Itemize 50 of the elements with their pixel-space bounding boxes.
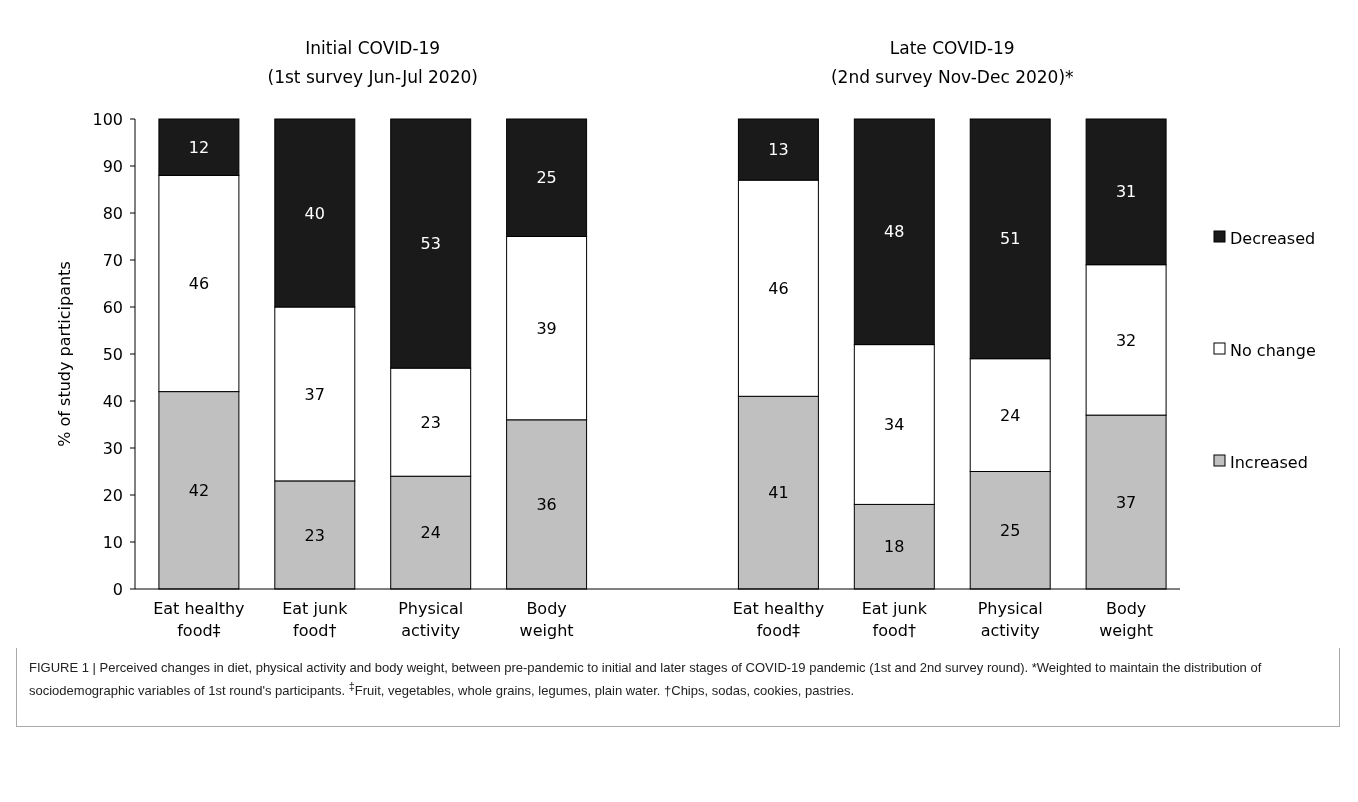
y-tick-label: 90 xyxy=(102,156,123,176)
y-axis-title: % of study participants xyxy=(55,261,74,447)
data-label: 41 xyxy=(768,483,789,503)
data-label: 40 xyxy=(304,203,325,223)
data-label: 48 xyxy=(884,222,905,242)
y-tick-label: 80 xyxy=(102,203,123,223)
x-tick-label: Eat junk food† xyxy=(861,599,928,640)
x-tick-label: Eat junk food† xyxy=(282,599,349,640)
data-label: 39 xyxy=(536,318,557,338)
y-tick-label: 60 xyxy=(102,297,123,317)
x-tick-label: Physical activity xyxy=(398,599,464,640)
data-label: 23 xyxy=(304,525,325,545)
data-label: 32 xyxy=(1115,330,1137,350)
data-label: 53 xyxy=(420,234,441,254)
data-label: 13 xyxy=(768,140,789,160)
data-label: 36 xyxy=(536,495,557,514)
data-label: 37 xyxy=(304,384,325,404)
data-label: 31 xyxy=(1115,182,1137,202)
x-tick-label: Eat healthy food‡ xyxy=(732,599,825,640)
data-label: 46 xyxy=(768,278,789,298)
y-tick-label: 30 xyxy=(102,438,123,458)
y-tick-label: 70 xyxy=(102,250,123,270)
data-label: 42 xyxy=(188,480,210,500)
y-tick-label: 0 xyxy=(112,579,123,599)
caption: FIGURE 1 | Perceived changes in diet, physical activity and body weight, between pre-pandemic to initial and later stages of COVID-19 pandemic (1st and 2nd survey round). *Weighted to maintain the distribution of sociodemographic variables of 1st round's participants. $^{‡}$Fruit, vegetables, whole grains, legumes, plain water. †Chips, sodas, cookies, pastries. xyxy=(16,648,1340,728)
legend-label: Decreased xyxy=(1230,228,1316,248)
data-label: 18 xyxy=(884,537,905,557)
data-label: 12 xyxy=(188,137,210,157)
x-tick-label: Body weight xyxy=(1099,599,1154,640)
data-label: 34 xyxy=(884,415,905,435)
x-tick-label: Physical activity xyxy=(977,599,1043,640)
y-tick-label: 100 xyxy=(92,109,123,129)
data-label: 25 xyxy=(1000,520,1021,540)
x-tick-label: Body weight xyxy=(519,599,574,640)
text: Initial COVID-19 (1st survey Jun-Jul 2020) xyxy=(267,38,478,87)
y-tick-label: 10 xyxy=(102,532,123,552)
y-tick-label: 40 xyxy=(102,391,123,411)
data-label: 23 xyxy=(420,412,441,432)
data-label: 24 xyxy=(420,523,441,543)
data-label: 25 xyxy=(536,168,557,188)
data-label: 24 xyxy=(1000,405,1021,425)
y-tick-label: 50 xyxy=(102,344,123,364)
x-tick-label: Eat healthy food‡ xyxy=(153,599,245,640)
data-label: 37 xyxy=(1115,492,1137,512)
y-tick-label: 20 xyxy=(102,485,123,505)
legend-label: Increased xyxy=(1230,452,1308,472)
text: Late COVID-19 (2nd survey Nov-Dec 2020)* xyxy=(830,38,1074,87)
data-label: 46 xyxy=(188,274,210,294)
data-label: 51 xyxy=(1000,229,1021,249)
legend-label: No change xyxy=(1230,340,1316,360)
